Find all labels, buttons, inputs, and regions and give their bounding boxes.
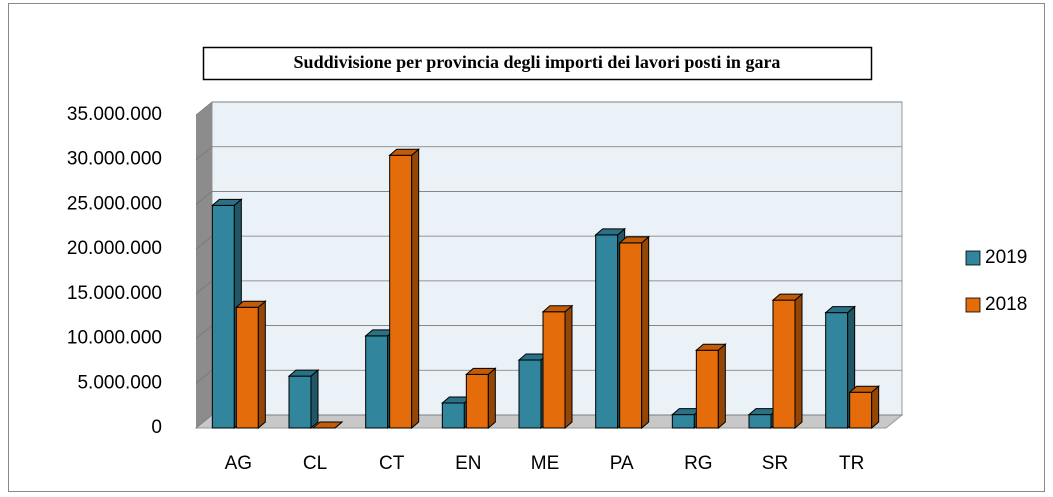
bar-face — [594, 228, 627, 236]
legend-swatch — [965, 297, 981, 313]
bar — [771, 293, 804, 430]
title-box — [202, 46, 873, 81]
grid-line — [195, 146, 902, 161]
bar-face — [771, 293, 804, 301]
bar-face — [235, 306, 259, 429]
bar-face — [210, 198, 243, 206]
y-tick-label: 5.000.000 — [77, 372, 162, 393]
grid-line — [195, 101, 902, 116]
side-wall — [196, 102, 212, 428]
y-tick-label: 15.000.000 — [67, 283, 162, 304]
bar-face — [871, 385, 880, 430]
bar-face — [694, 343, 727, 351]
x-tick-label: CL — [303, 453, 327, 474]
bar-face — [518, 359, 542, 429]
x-tick-label: SR — [762, 453, 788, 474]
bar-face — [848, 385, 881, 393]
bar-face — [211, 204, 235, 429]
y-tick-label: 20.000.000 — [67, 238, 162, 259]
bar-face — [564, 304, 573, 430]
bar-face — [595, 234, 619, 429]
bar-face — [849, 391, 873, 429]
x-tick-label: RG — [684, 453, 713, 474]
bar-face — [794, 293, 803, 430]
bar-face — [695, 349, 719, 429]
bar — [464, 367, 497, 430]
bar-face — [748, 414, 772, 429]
bar-face — [388, 148, 421, 156]
bar-face — [824, 306, 857, 314]
bar-face — [288, 375, 312, 429]
bar-face — [310, 369, 319, 430]
y-tick-label: 35.000.000 — [67, 104, 162, 125]
bar-face — [441, 402, 465, 429]
bar-face — [487, 367, 496, 430]
legend-label: 2019 — [985, 247, 1027, 268]
bar — [618, 235, 651, 430]
x-tick-label: TR — [839, 453, 864, 474]
bar-face — [465, 373, 489, 429]
bar — [311, 421, 344, 429]
bar-face — [541, 305, 574, 313]
bar-face — [389, 154, 413, 429]
bar-face — [234, 300, 267, 308]
x-tick-label: CT — [379, 453, 405, 474]
bar-face — [257, 300, 266, 430]
bar-face — [671, 414, 695, 429]
x-tick-label: ME — [531, 453, 560, 474]
x-tick-label: AG — [225, 453, 252, 474]
legend-label: 2018 — [985, 294, 1027, 315]
bar-face — [619, 242, 643, 429]
chart-title: Suddivisione per provincia degli importi… — [294, 52, 781, 72]
bar — [541, 304, 574, 430]
bar — [388, 148, 421, 430]
bar — [694, 343, 727, 430]
bar — [848, 385, 881, 430]
grid-line — [195, 191, 902, 205]
x-tick-label: EN — [455, 453, 481, 474]
bar-face — [641, 235, 650, 430]
bar-face — [542, 311, 566, 429]
y-tick-label: 0 — [151, 417, 162, 438]
legend-swatch — [965, 250, 981, 266]
y-tick-label: 25.000.000 — [67, 193, 162, 214]
bar-face — [717, 343, 726, 430]
bar-face — [618, 236, 651, 244]
bar-face — [825, 312, 849, 429]
y-tick-label: 10.000.000 — [67, 328, 162, 349]
bar-face — [311, 421, 344, 429]
bar — [234, 300, 267, 430]
x-tick-label: PA — [610, 453, 634, 474]
bar-face — [365, 335, 389, 429]
bar-face — [772, 299, 796, 429]
bar-face — [411, 148, 420, 430]
bar — [287, 369, 320, 430]
bar-face — [464, 367, 497, 375]
y-tick-label: 30.000.000 — [67, 149, 162, 170]
bar-face — [287, 369, 320, 377]
